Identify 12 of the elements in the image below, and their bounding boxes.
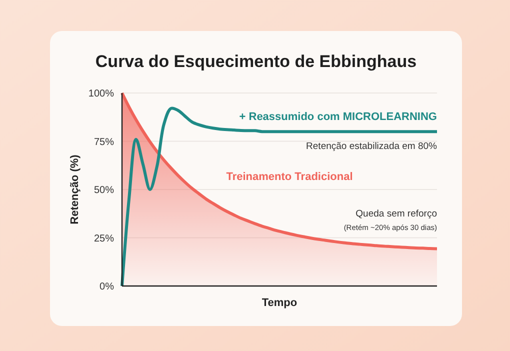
annotation: Queda sem reforço	[356, 208, 437, 220]
y-tick-label: 25%	[94, 233, 114, 244]
y-tick-label: 75%	[94, 136, 114, 148]
x-axis-title: Tempo	[262, 297, 298, 309]
y-tick-label: 0%	[100, 282, 114, 292]
annotation: Retenção estabilizada em 80%	[306, 140, 438, 152]
series-label: + Reassumido com MICROLEARNING	[239, 111, 437, 124]
chart-title: Curva do Esquecimento de Ebbinghaus	[95, 52, 417, 71]
y-tick-label: 100%	[88, 88, 114, 100]
text: Treinamento Tradicional	[226, 170, 353, 183]
y-tick-label: 50%	[94, 185, 114, 196]
y-axis-title: Retenção (%)	[69, 154, 81, 224]
